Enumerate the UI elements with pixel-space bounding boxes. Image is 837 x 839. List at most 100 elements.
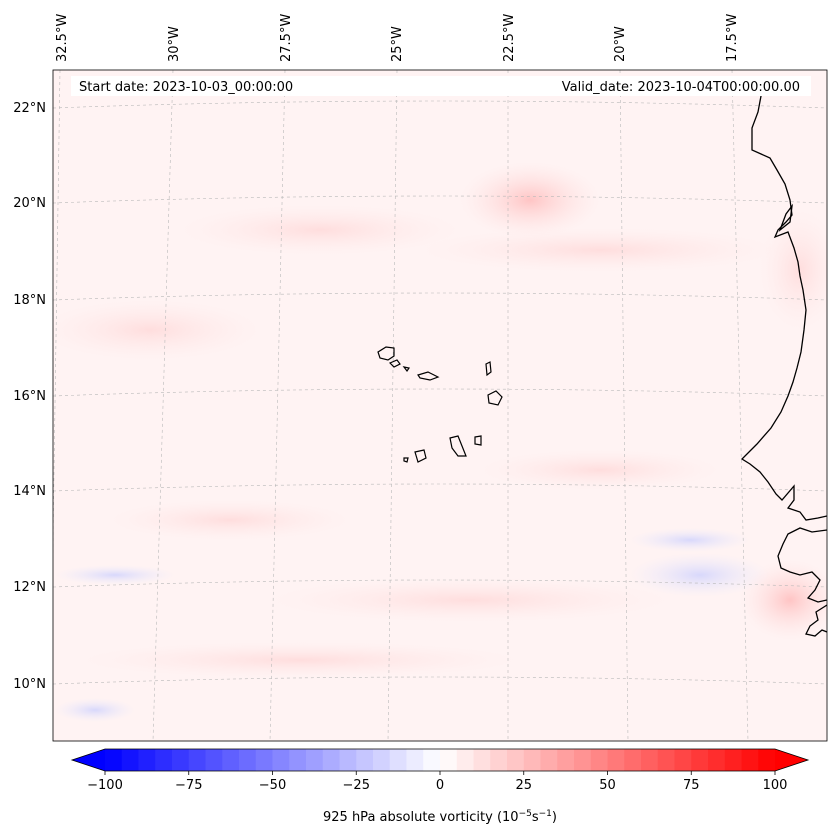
colorbar-cells bbox=[105, 749, 776, 771]
colorbar-cell bbox=[339, 749, 357, 771]
meridian-25w bbox=[387, 70, 398, 741]
colorbar-cell bbox=[691, 749, 709, 771]
colorbar-cell bbox=[406, 749, 424, 771]
lat-label-16n: 16°N bbox=[13, 389, 46, 404]
map-panel bbox=[53, 70, 827, 741]
island-maio bbox=[474, 435, 482, 446]
colorbar-cell bbox=[490, 749, 508, 771]
map-frame bbox=[52, 69, 828, 742]
meridian-27.5w bbox=[269, 70, 286, 741]
lon-label-25w: 25°W bbox=[390, 26, 405, 62]
lat-label-22n: 22°N bbox=[13, 101, 46, 116]
colorbar-tick-label: 0 bbox=[436, 778, 444, 793]
header-bar bbox=[71, 76, 811, 96]
colorbar-cell bbox=[557, 749, 575, 771]
parallel-16n bbox=[53, 388, 827, 397]
gridlines bbox=[53, 70, 827, 741]
colorbar-cell bbox=[456, 749, 475, 771]
lat-label-14n: 14°N bbox=[13, 484, 46, 499]
island-brava bbox=[403, 457, 409, 463]
island-sao-vicente bbox=[388, 359, 401, 368]
parallel-18n bbox=[53, 292, 827, 301]
colorbar-high-extend bbox=[775, 749, 808, 771]
colorbar-cell bbox=[641, 749, 659, 771]
parallel-14n bbox=[53, 483, 827, 492]
colorbar-cell bbox=[758, 749, 776, 771]
island-sao-nicolau bbox=[417, 371, 440, 381]
vorticity-field-shading bbox=[53, 162, 827, 722]
colorbar-cell bbox=[255, 749, 274, 771]
lon-label-20w: 20°W bbox=[613, 26, 628, 62]
lat-label-20n: 20°N bbox=[13, 196, 46, 211]
colorbar-cell bbox=[306, 749, 324, 771]
colorbar-tick-label: −50 bbox=[259, 778, 286, 793]
island-sal bbox=[485, 361, 492, 377]
africa-coastline bbox=[740, 79, 827, 521]
colorbar-low-extend bbox=[72, 749, 105, 771]
colorbar-cell bbox=[473, 749, 491, 771]
colorbar-cell bbox=[389, 749, 408, 771]
colorbar-cell bbox=[540, 749, 558, 771]
colorbar-cell bbox=[607, 749, 625, 771]
colorbar-cell bbox=[423, 749, 441, 771]
lat-label-12n: 12°N bbox=[13, 580, 46, 595]
colorbar-cell bbox=[272, 749, 290, 771]
colorbar-tick-label: −75 bbox=[175, 778, 202, 793]
lat-label-18n: 18°N bbox=[13, 293, 46, 308]
colorbar-tick-label: 75 bbox=[683, 778, 700, 793]
colorbar-cell bbox=[507, 749, 525, 771]
colorbar-cell bbox=[138, 749, 156, 771]
colorbar-cell bbox=[239, 749, 257, 771]
colorbar-cell bbox=[724, 749, 743, 771]
colorbar-cell bbox=[674, 749, 692, 771]
island-boa-vista bbox=[487, 390, 503, 406]
colorbar-cell bbox=[741, 749, 759, 771]
parallel-12n bbox=[53, 579, 827, 588]
colorbar-cell bbox=[155, 749, 173, 771]
colorbar-label: 925 hPa absolute vorticity (10−5s−1) bbox=[323, 809, 557, 825]
colorbar-tick-label: −100 bbox=[87, 778, 123, 793]
colorbar-cell bbox=[590, 749, 609, 771]
colorbar-cell bbox=[105, 749, 123, 771]
valid-date-label: Valid_date: 2023-10-04T00:00:00.00 bbox=[562, 80, 800, 95]
colorbar-cell bbox=[574, 749, 592, 771]
colorbar-tick-label: −25 bbox=[343, 778, 370, 793]
colorbar-cell bbox=[657, 749, 676, 771]
colorbar-ticks: −100 −75 −50 −25 0 25 50 75 100 bbox=[87, 771, 787, 793]
colorbar-cell bbox=[205, 749, 223, 771]
lat-label-10n: 10°N bbox=[13, 677, 46, 692]
meridian-20w bbox=[619, 70, 629, 741]
colorbar-cell bbox=[172, 749, 190, 771]
colorbar-cell bbox=[188, 749, 207, 771]
longitude-labels: 32.5°W 30°W 27.5°W 25°W 22.5°W 20°W 17.5… bbox=[55, 14, 740, 62]
africa-coastline-south bbox=[777, 527, 827, 603]
colorbar: −100 −75 −50 −25 0 25 50 75 100 925 hPa absolute… bbox=[70, 748, 810, 825]
colorbar-cell bbox=[322, 749, 341, 771]
island-santiago bbox=[449, 435, 467, 457]
island-fogo bbox=[414, 449, 427, 463]
meridian-17.5w bbox=[731, 70, 749, 741]
guinea-coast bbox=[805, 604, 827, 637]
parallel-20n bbox=[53, 195, 827, 204]
vorticity-field-background bbox=[53, 70, 827, 741]
colorbar-cell bbox=[440, 749, 458, 771]
colorbar-cell bbox=[624, 749, 642, 771]
colorbar-cell bbox=[356, 749, 374, 771]
colorbar-cell bbox=[222, 749, 240, 771]
colorbar-tick-label: 25 bbox=[515, 778, 532, 793]
lon-label-27.5w: 27.5°W bbox=[279, 14, 294, 62]
dakar-peninsula bbox=[778, 203, 793, 232]
island-santo-antao bbox=[377, 346, 395, 361]
lon-label-32.5w: 32.5°W bbox=[55, 14, 70, 62]
lon-label-17.5w: 17.5°W bbox=[725, 14, 740, 62]
colorbar-cell bbox=[289, 749, 307, 771]
island-santa-luzia bbox=[402, 366, 410, 373]
parallel-22n bbox=[53, 100, 827, 109]
parallel-10n bbox=[53, 676, 827, 685]
colorbar-cell bbox=[708, 749, 726, 771]
lon-label-22.5w: 22.5°W bbox=[502, 14, 517, 62]
colorbar-cell bbox=[373, 749, 391, 771]
lon-label-30w: 30°W bbox=[167, 26, 182, 62]
meridian-30w bbox=[152, 70, 174, 741]
